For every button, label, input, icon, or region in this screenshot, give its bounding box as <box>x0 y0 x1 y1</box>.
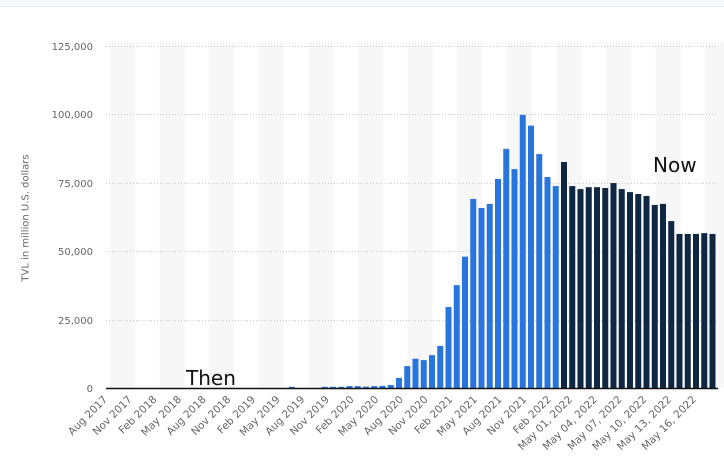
top-bar <box>0 0 724 7</box>
bar-then[interactable] <box>478 207 485 388</box>
bar-then[interactable] <box>511 169 518 388</box>
bar-then[interactable] <box>486 203 493 388</box>
bar-then[interactable] <box>330 386 336 388</box>
bar-now[interactable] <box>594 187 600 388</box>
y-tick-label: 125,000 <box>52 42 93 53</box>
bar-now[interactable] <box>627 192 633 388</box>
bar-now[interactable] <box>709 233 716 388</box>
bars <box>288 114 716 389</box>
bar-then[interactable] <box>544 177 551 388</box>
bar-now[interactable] <box>569 186 576 388</box>
bar-then[interactable] <box>519 114 526 388</box>
annotation-then: Then <box>186 366 236 390</box>
bar-then[interactable] <box>470 198 477 388</box>
bar-now[interactable] <box>676 233 683 388</box>
bar-then[interactable] <box>495 178 501 388</box>
bar-then[interactable] <box>552 186 559 388</box>
bar-then[interactable] <box>536 154 543 388</box>
bar-now[interactable] <box>701 233 708 388</box>
bar-then[interactable] <box>363 386 369 388</box>
bar-then[interactable] <box>528 125 534 389</box>
bar-now[interactable] <box>660 203 666 388</box>
bar-then[interactable] <box>379 385 386 388</box>
bar-then[interactable] <box>462 256 468 388</box>
bar-then[interactable] <box>371 386 378 388</box>
bar-now[interactable] <box>577 189 584 388</box>
bar-now[interactable] <box>635 194 642 388</box>
bar-then[interactable] <box>354 386 361 388</box>
bar-then[interactable] <box>288 386 295 388</box>
bar-then[interactable] <box>445 307 452 388</box>
bar-then[interactable] <box>429 355 435 388</box>
bar-now[interactable] <box>651 204 658 388</box>
bar-now[interactable] <box>585 187 592 388</box>
bar-now[interactable] <box>684 233 691 388</box>
y-tick-label: 100,000 <box>52 110 93 121</box>
bar-then[interactable] <box>453 285 460 388</box>
y-axis-title: TVL in million U.S. dollars <box>20 154 32 282</box>
bar-then[interactable] <box>503 148 510 388</box>
y-tick-label: 75,000 <box>58 179 93 190</box>
y-tick-label: 50,000 <box>58 247 93 258</box>
bar-then[interactable] <box>346 386 353 388</box>
bar-now[interactable] <box>693 233 699 388</box>
bar-now[interactable] <box>602 188 609 388</box>
y-tick-label: 25,000 <box>58 316 93 327</box>
bar-now[interactable] <box>610 183 617 388</box>
bar-now[interactable] <box>561 162 567 388</box>
bar-then[interactable] <box>404 366 411 388</box>
bar-then[interactable] <box>338 386 345 388</box>
bar-then[interactable] <box>321 386 328 388</box>
bar-then[interactable] <box>387 384 394 388</box>
bar-then[interactable] <box>396 377 402 388</box>
annotation-now: Now <box>653 153 697 177</box>
y-tick-label: 0 <box>87 384 93 395</box>
bar-then[interactable] <box>412 358 419 388</box>
bar-then[interactable] <box>437 345 444 388</box>
bar-now[interactable] <box>668 221 675 388</box>
bar-then[interactable] <box>420 360 427 388</box>
bar-now[interactable] <box>643 195 650 388</box>
bar-now[interactable] <box>618 189 625 388</box>
